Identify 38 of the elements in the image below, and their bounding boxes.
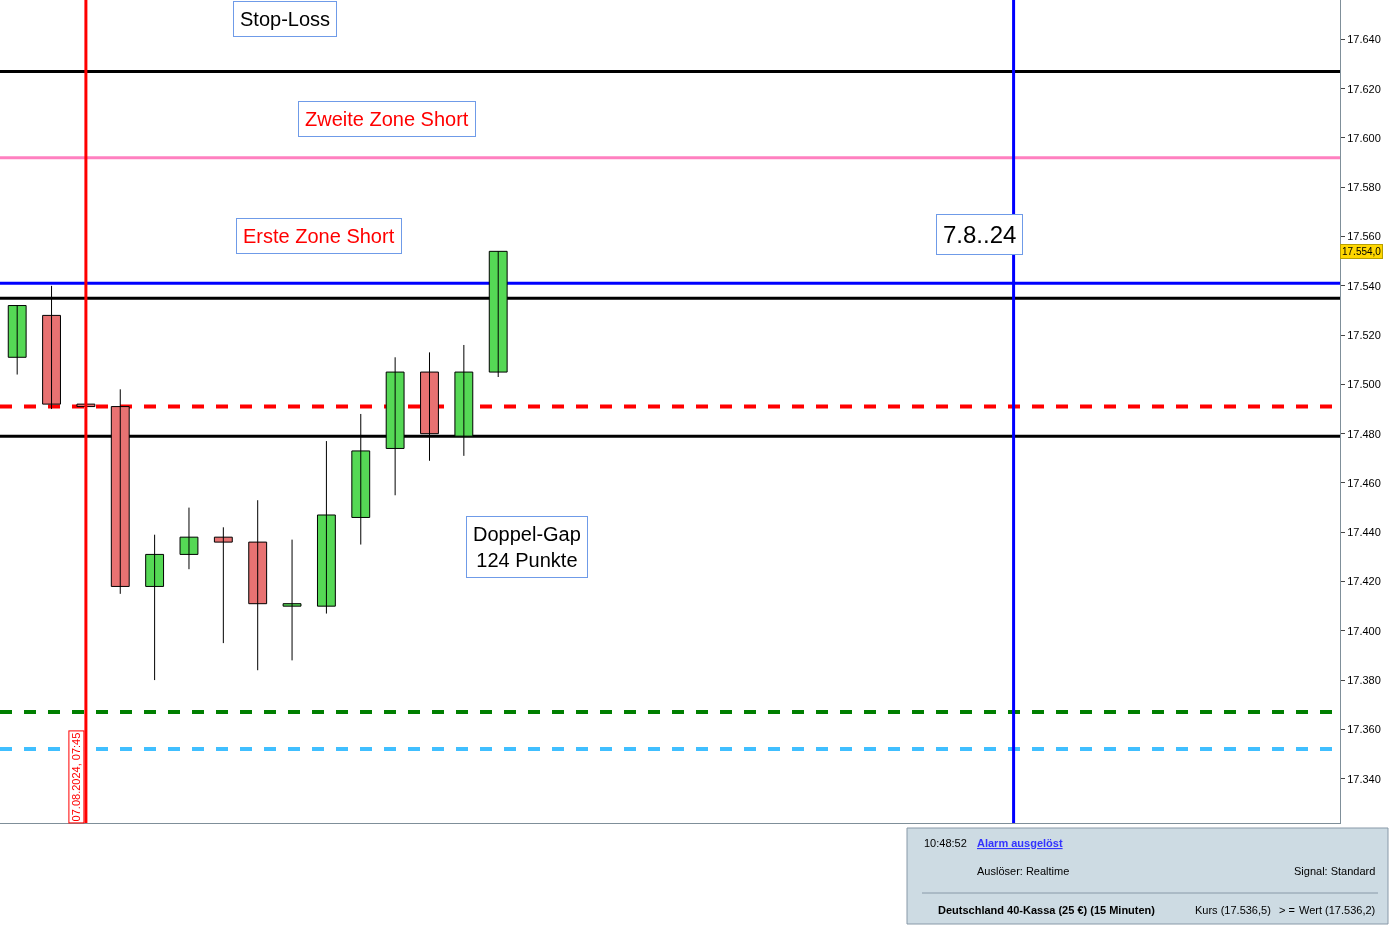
- candlestick: [7, 305, 27, 376]
- candlestick: [213, 526, 233, 644]
- y-tick-label: 17.520: [1347, 328, 1381, 341]
- text: 7.8..24: [943, 221, 1017, 248]
- y-tick-label: 17.440: [1347, 526, 1381, 539]
- y-tick-label: 17.460: [1347, 476, 1381, 489]
- y-tick-label: 17.480: [1347, 427, 1381, 440]
- annotation: Doppel-Gap 124 Punkte: [473, 523, 581, 571]
- text: Deutschland 40-Kassa (25 €) (15 Minuten): [938, 904, 1156, 916]
- y-tick-label: 17.540: [1347, 279, 1381, 292]
- candlestick: [316, 440, 336, 615]
- text: Wert (17.536,2): [1299, 904, 1376, 916]
- candlestick: [248, 499, 268, 671]
- text: > =: [1279, 904, 1295, 916]
- y-tick-label: 17.420: [1347, 575, 1381, 588]
- candlestick: [145, 534, 165, 681]
- candlestick: [282, 539, 302, 661]
- y-tick-label: 17.400: [1347, 624, 1381, 637]
- text: Signal: Standard: [1294, 865, 1376, 877]
- y-tick-label: 17.340: [1347, 772, 1381, 785]
- text: 07.08.2024, 07:45: [70, 732, 83, 822]
- text: Kurs (17.536,5): [1195, 904, 1271, 916]
- y-tick-label: 17.580: [1347, 181, 1381, 194]
- annotation: 17.554,0: [1342, 246, 1382, 257]
- y-tick-label: 17.500: [1347, 378, 1381, 391]
- candlestick: [179, 507, 199, 570]
- text: 10:48:52: [924, 837, 967, 849]
- y-tick-label: 17.560: [1347, 230, 1381, 243]
- annotation: Zweite Zone Short: [305, 108, 469, 130]
- annotation: Erste Zone Short: [243, 225, 395, 247]
- y-tick-label: 17.620: [1347, 82, 1381, 95]
- y-tick-label: 17.640: [1347, 33, 1381, 46]
- y-tick-label: 17.380: [1347, 673, 1381, 686]
- text: Alarm ausgelöst: [977, 837, 1063, 849]
- text: Auslöser: Realtime: [977, 865, 1070, 877]
- annotation: Stop-Loss: [240, 8, 331, 30]
- y-tick-label: 17.600: [1347, 131, 1381, 144]
- y-tick-label: 17.360: [1347, 723, 1381, 736]
